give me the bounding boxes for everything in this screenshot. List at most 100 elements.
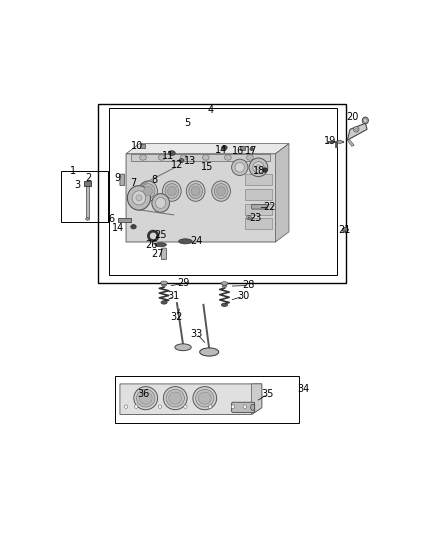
Text: 27: 27 — [151, 248, 163, 259]
Ellipse shape — [175, 344, 191, 351]
Ellipse shape — [162, 284, 166, 286]
Polygon shape — [126, 154, 282, 242]
Ellipse shape — [132, 191, 146, 205]
Ellipse shape — [163, 386, 187, 410]
Text: 3: 3 — [75, 180, 81, 190]
Ellipse shape — [155, 198, 166, 208]
Ellipse shape — [139, 392, 152, 404]
Text: 26: 26 — [145, 240, 158, 250]
Ellipse shape — [214, 184, 228, 199]
Ellipse shape — [169, 392, 182, 404]
Ellipse shape — [179, 239, 192, 244]
Bar — [240, 146, 245, 150]
Ellipse shape — [184, 405, 187, 408]
Ellipse shape — [155, 243, 166, 247]
Ellipse shape — [364, 118, 367, 123]
Ellipse shape — [196, 389, 214, 407]
Bar — [115, 376, 299, 423]
Text: 24: 24 — [191, 236, 203, 246]
Ellipse shape — [208, 405, 212, 408]
Ellipse shape — [253, 161, 264, 173]
Ellipse shape — [222, 146, 227, 150]
Text: 6: 6 — [109, 214, 115, 224]
Bar — [98, 103, 346, 284]
Ellipse shape — [141, 184, 155, 199]
Ellipse shape — [136, 195, 142, 201]
Polygon shape — [347, 140, 354, 146]
Text: 13: 13 — [184, 156, 196, 166]
Ellipse shape — [222, 285, 227, 287]
Ellipse shape — [134, 386, 158, 410]
FancyBboxPatch shape — [120, 174, 125, 185]
Polygon shape — [120, 384, 262, 415]
Bar — [131, 154, 270, 161]
Text: 5: 5 — [184, 118, 190, 128]
FancyBboxPatch shape — [161, 248, 166, 260]
Ellipse shape — [222, 303, 227, 306]
Text: 9: 9 — [114, 173, 120, 183]
Text: 7: 7 — [131, 178, 137, 188]
Ellipse shape — [191, 187, 200, 196]
Bar — [245, 204, 272, 214]
Ellipse shape — [124, 405, 128, 408]
Bar — [140, 143, 145, 148]
Text: 23: 23 — [249, 213, 261, 223]
Ellipse shape — [144, 187, 152, 196]
Text: 30: 30 — [237, 292, 249, 301]
Ellipse shape — [134, 405, 138, 408]
Bar — [84, 181, 91, 186]
Bar — [61, 171, 108, 222]
Ellipse shape — [235, 163, 244, 172]
Ellipse shape — [202, 155, 209, 160]
Polygon shape — [276, 143, 289, 242]
Ellipse shape — [217, 187, 226, 196]
Text: 21: 21 — [338, 225, 350, 236]
Ellipse shape — [256, 165, 261, 170]
Ellipse shape — [158, 405, 162, 408]
Ellipse shape — [193, 386, 217, 410]
Ellipse shape — [162, 181, 181, 201]
Text: 10: 10 — [131, 141, 143, 151]
Ellipse shape — [127, 185, 151, 210]
Text: 33: 33 — [191, 329, 203, 338]
Ellipse shape — [167, 187, 176, 196]
Text: 1: 1 — [70, 166, 76, 176]
Ellipse shape — [198, 392, 211, 404]
Polygon shape — [251, 384, 262, 415]
Ellipse shape — [161, 281, 167, 285]
Ellipse shape — [342, 228, 348, 232]
Ellipse shape — [263, 168, 268, 172]
FancyBboxPatch shape — [232, 402, 254, 413]
Text: 2: 2 — [85, 173, 91, 183]
Text: 14: 14 — [113, 223, 125, 233]
Text: 19: 19 — [324, 136, 336, 146]
Text: 12: 12 — [171, 159, 184, 169]
Ellipse shape — [179, 158, 184, 163]
Text: 25: 25 — [155, 230, 167, 240]
Ellipse shape — [232, 159, 248, 175]
Polygon shape — [347, 123, 367, 140]
Text: 16: 16 — [232, 146, 244, 156]
Ellipse shape — [249, 158, 268, 176]
Text: 32: 32 — [171, 312, 183, 322]
Bar — [245, 174, 272, 185]
Text: 36: 36 — [138, 389, 150, 399]
Text: 17: 17 — [245, 146, 257, 156]
Bar — [117, 218, 131, 222]
Ellipse shape — [248, 217, 250, 219]
Ellipse shape — [140, 155, 146, 160]
Ellipse shape — [243, 405, 247, 408]
Ellipse shape — [139, 181, 157, 201]
Ellipse shape — [180, 155, 187, 160]
Ellipse shape — [247, 155, 253, 160]
Ellipse shape — [158, 155, 165, 160]
Ellipse shape — [355, 128, 357, 131]
Ellipse shape — [165, 184, 179, 199]
Ellipse shape — [169, 151, 175, 156]
Text: 34: 34 — [297, 384, 309, 394]
Ellipse shape — [251, 404, 254, 410]
Bar — [86, 186, 88, 218]
Ellipse shape — [137, 389, 155, 407]
Polygon shape — [126, 143, 289, 154]
Text: 31: 31 — [167, 290, 180, 301]
